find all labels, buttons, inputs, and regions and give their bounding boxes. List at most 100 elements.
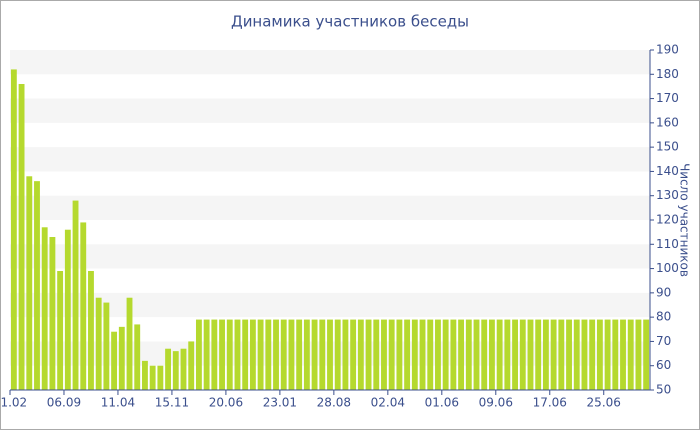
y-tick-label: 190 — [656, 43, 679, 57]
plot: 50 60 70 80 90 100 110 120 130 140 150 160 170 180 190… — [0, 43, 679, 410]
bar — [450, 319, 457, 390]
grid-band — [10, 50, 650, 75]
bar — [589, 319, 596, 390]
x-tick-label: 06.09 — [47, 396, 81, 410]
bar — [342, 319, 349, 390]
bar — [496, 319, 503, 390]
bar — [643, 319, 650, 390]
y-tick-label: 80 — [656, 310, 671, 324]
y-tick-label: 120 — [656, 213, 679, 227]
bar — [442, 319, 449, 390]
bar — [357, 319, 364, 390]
bar — [311, 319, 318, 390]
y-tick-label: 150 — [656, 140, 679, 154]
bar — [435, 319, 441, 390]
y-tick-label: 50 — [656, 383, 671, 397]
x-tick-label: 02.04 — [371, 396, 405, 410]
bar — [219, 319, 225, 390]
bar — [396, 319, 403, 390]
bar — [550, 319, 557, 390]
bar — [195, 319, 202, 390]
y-tick-label: 100 — [656, 261, 679, 275]
bar — [26, 176, 33, 390]
y-tick-label: 130 — [656, 188, 679, 202]
y-tick-label: 170 — [656, 91, 679, 105]
x-tick-label: 17.06 — [533, 396, 567, 410]
y-tick-label: 70 — [656, 334, 671, 348]
bar — [365, 319, 372, 390]
y-tick-label: 90 — [656, 285, 671, 299]
x-tick-label: 01.06 — [425, 396, 459, 410]
bar — [296, 319, 303, 390]
bar — [481, 319, 488, 390]
bar — [49, 237, 56, 390]
x-tick-label: 15.11 — [155, 396, 189, 410]
bar — [134, 324, 141, 390]
x-tick-label: 09.06 — [479, 396, 513, 410]
bar — [512, 319, 518, 390]
grid-band — [10, 195, 650, 220]
bar — [596, 319, 603, 390]
x-tick-label: 01.02 — [0, 396, 27, 410]
bar — [488, 319, 495, 390]
bar — [211, 319, 218, 390]
y-tick-label: 110 — [656, 237, 679, 251]
grid-band — [10, 98, 650, 123]
bar — [542, 319, 549, 390]
bar — [419, 319, 426, 390]
bar — [519, 319, 526, 390]
bar — [226, 319, 233, 390]
bar — [581, 319, 588, 390]
x-tick-label: 25.06 — [587, 396, 621, 410]
bar — [142, 360, 148, 390]
bar — [41, 227, 48, 390]
bar — [80, 222, 87, 390]
y-tick-label: 180 — [656, 67, 679, 81]
bar — [373, 319, 380, 390]
bar — [427, 319, 434, 390]
bar — [612, 319, 619, 390]
bar — [234, 319, 241, 390]
bar — [273, 319, 279, 390]
bar — [573, 319, 580, 390]
bar — [64, 229, 71, 390]
bar — [149, 365, 156, 390]
x-tick-label: 20.06 — [209, 396, 243, 410]
bar — [465, 319, 472, 390]
bar — [157, 365, 164, 390]
grid-band — [10, 244, 650, 269]
bar — [527, 319, 534, 390]
bar — [257, 319, 264, 390]
bar — [180, 348, 187, 390]
bar — [558, 319, 565, 390]
bar — [280, 319, 287, 390]
bar — [95, 297, 102, 390]
bar — [188, 341, 195, 390]
bar — [18, 84, 25, 390]
bar — [604, 319, 611, 390]
bar — [10, 69, 17, 390]
y-axis-label: Число участников — [678, 163, 692, 277]
bar — [72, 200, 79, 390]
bar — [458, 319, 465, 390]
bar — [249, 319, 256, 390]
bar — [118, 326, 125, 390]
bar — [620, 319, 626, 390]
bar — [103, 302, 110, 390]
x-tick-label: 11.04 — [101, 396, 135, 410]
bar — [242, 319, 249, 390]
bar — [404, 319, 411, 390]
bar — [203, 319, 210, 390]
bar — [34, 181, 40, 390]
bar — [627, 319, 634, 390]
bar — [381, 319, 387, 390]
bar — [172, 351, 179, 390]
x-tick-label: 23.01 — [263, 396, 297, 410]
bar — [334, 319, 341, 390]
bar — [165, 348, 172, 390]
bar — [288, 319, 295, 390]
bar — [265, 319, 272, 390]
bar — [57, 271, 64, 390]
bar — [566, 319, 572, 390]
